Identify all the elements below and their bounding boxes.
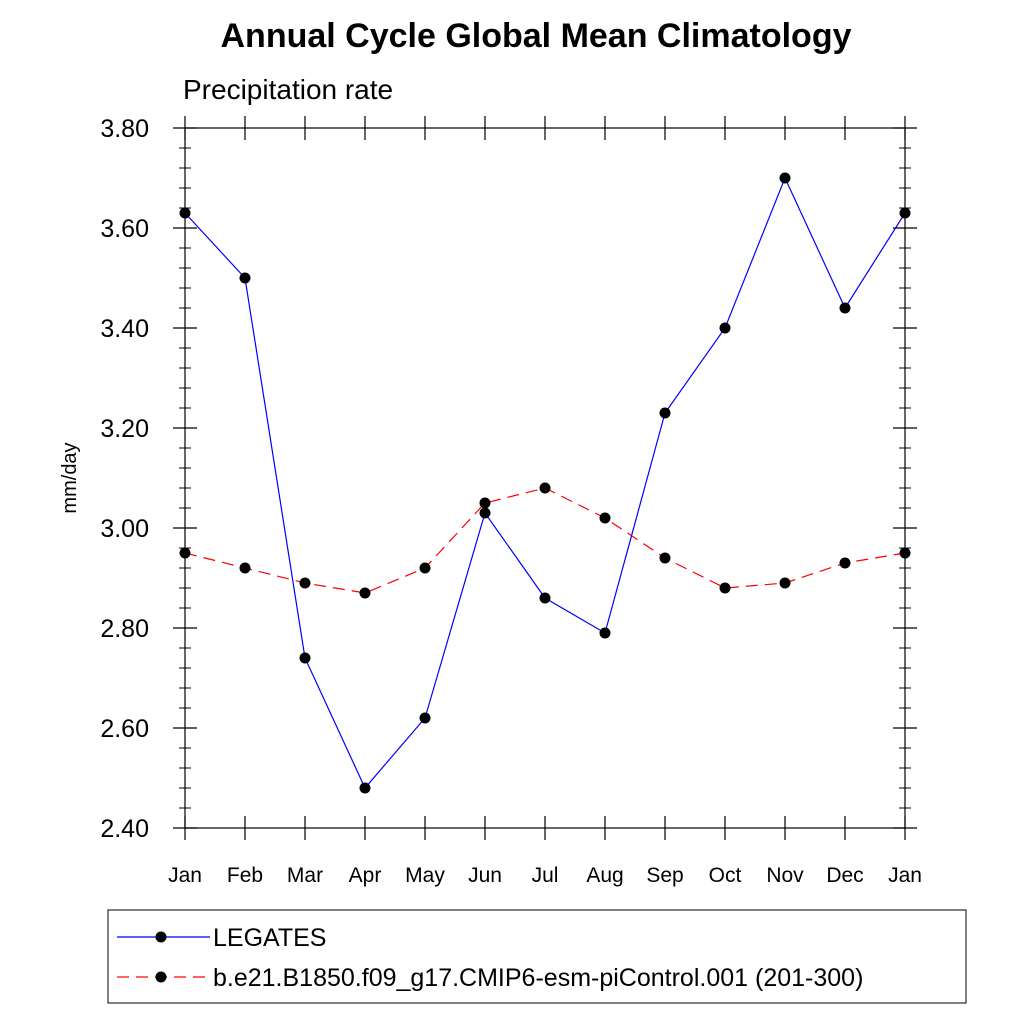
y-tick-label: 2.60 (100, 715, 149, 743)
legend-box (107, 909, 967, 1004)
data-point-series-1 (599, 512, 611, 524)
data-point-series-0 (659, 407, 671, 419)
y-tick-labels: 2.40 2.60 2.80 3.00 3.20 3.40 3.60 3.80 (100, 115, 149, 843)
y-tick-label: 3.00 (100, 515, 149, 543)
data-point-series-0 (599, 627, 611, 639)
data-point-series-1 (839, 557, 851, 569)
chart-subtitle: Precipitation rate (183, 74, 393, 105)
axis-ticks (173, 116, 917, 840)
data-point-series-1 (179, 547, 191, 559)
data-point-series-0 (299, 652, 311, 664)
series-layer (179, 172, 911, 794)
x-tick-label: Oct (709, 864, 742, 887)
data-point-series-0 (359, 782, 371, 794)
x-tick-label: May (405, 864, 445, 887)
data-point-series-0 (899, 207, 911, 219)
legend-marker-1 (155, 971, 167, 983)
y-tick-label: 2.40 (100, 815, 149, 843)
x-tick-label: Dec (826, 864, 863, 887)
legend: LEGATES b.e21.B1850.f09_g17.CMIP6-esm-piC… (107, 909, 967, 1004)
x-tick-labels: Jan Feb Mar Apr May Jun Jul Aug Sep Oct Nov Dec Jan (168, 864, 922, 887)
data-point-series-1 (539, 482, 551, 494)
y-tick-label: 3.20 (100, 415, 149, 443)
y-tick-label: 3.40 (100, 315, 149, 343)
x-tick-label: Jan (888, 864, 922, 887)
data-point-series-1 (419, 562, 431, 574)
data-point-series-0 (239, 272, 251, 284)
data-point-series-0 (419, 712, 431, 724)
x-tick-label: Apr (349, 864, 382, 887)
x-tick-label: Mar (287, 864, 323, 887)
x-tick-label: Nov (766, 864, 804, 887)
data-point-series-1 (299, 577, 311, 589)
legend-label-1: b.e21.B1850.f09_g17.CMIP6-esm-piControl.… (213, 964, 863, 992)
data-point-series-0 (539, 592, 551, 604)
data-point-series-0 (839, 302, 851, 314)
legend-label-0: LEGATES (213, 924, 326, 952)
data-point-series-1 (659, 552, 671, 564)
x-tick-label: Jun (468, 864, 502, 887)
data-point-series-1 (719, 582, 731, 594)
series-line-1 (184, 487, 906, 594)
plot-frame (184, 127, 906, 829)
data-point-series-1 (359, 587, 371, 599)
y-tick-label: 2.80 (100, 615, 149, 643)
legend-marker-0 (155, 931, 167, 943)
data-point-series-1 (899, 547, 911, 559)
chart-title: Annual Cycle Global Mean Climatology (221, 17, 852, 55)
data-point-series-0 (779, 172, 791, 184)
y-tick-label: 3.80 (100, 115, 149, 143)
x-tick-label: Sep (646, 864, 683, 887)
data-point-series-0 (719, 322, 731, 334)
y-tick-label: 3.60 (100, 215, 149, 243)
data-point-series-1 (479, 497, 491, 509)
data-point-series-1 (779, 577, 791, 589)
data-point-series-1 (239, 562, 251, 574)
y-axis-label: mm/day (59, 442, 81, 513)
data-point-series-0 (479, 507, 491, 519)
x-tick-label: Jan (168, 864, 202, 887)
x-tick-label: Aug (586, 864, 623, 887)
data-point-series-0 (179, 207, 191, 219)
x-tick-label: Feb (227, 864, 263, 887)
x-tick-label: Jul (532, 864, 559, 887)
